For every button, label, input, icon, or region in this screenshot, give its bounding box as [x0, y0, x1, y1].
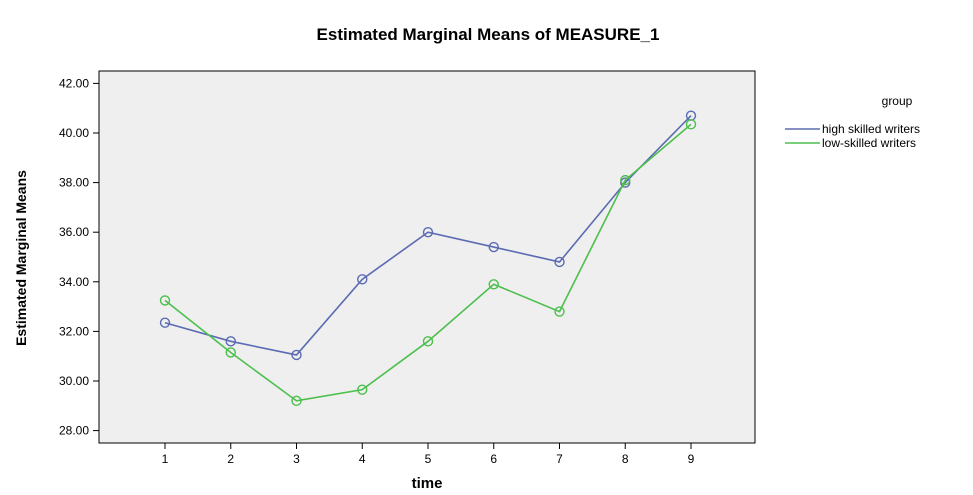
legend-title: group	[882, 94, 913, 108]
data-point	[554, 306, 565, 317]
y-axis-label: Estimated Marginal Means	[13, 170, 29, 346]
plot-area	[98, 70, 756, 444]
y-tick-label: 38.00	[59, 176, 89, 190]
data-point	[291, 395, 302, 407]
data-point	[422, 226, 434, 238]
x-tick-label: 5	[425, 452, 432, 466]
x-tick-label: 2	[227, 452, 234, 466]
series-line	[164, 115, 692, 356]
data-point	[488, 279, 499, 290]
y-tick-label: 42.00	[59, 76, 89, 90]
data-point	[225, 347, 236, 358]
x-tick-label: 3	[293, 452, 300, 466]
data-point	[357, 384, 368, 395]
data-point	[225, 336, 236, 347]
y-tick-label: 36.00	[59, 225, 89, 239]
series-low-skilled-writers	[159, 119, 697, 407]
series-layer	[159, 110, 697, 407]
data-point	[620, 174, 631, 186]
chart-title: Estimated Marginal Means of MEASURE_1	[317, 25, 660, 44]
data-point	[422, 336, 434, 347]
data-point	[159, 295, 171, 306]
legend-label: high skilled writers	[822, 122, 920, 136]
series-line	[164, 123, 692, 402]
y-tick-label: 30.00	[59, 374, 89, 388]
data-point	[488, 241, 499, 253]
data-point	[357, 274, 368, 285]
y-tick-label: 40.00	[59, 126, 89, 140]
x-tick-label: 6	[490, 452, 497, 466]
x-tick-label: 1	[162, 452, 169, 466]
x-tick-label: 8	[622, 452, 629, 466]
data-point	[554, 256, 565, 268]
y-tick-label: 34.00	[59, 275, 89, 289]
x-tick-label: 4	[359, 452, 366, 466]
data-point	[685, 119, 697, 130]
y-tick-label: 32.00	[59, 324, 89, 338]
x-tick-label: 9	[688, 452, 695, 466]
x-axis: 1 2 3 4 5 6 7 8 9	[162, 443, 695, 466]
series-high-skilled-writers	[159, 110, 697, 361]
y-axis: 28.00 30.00 32.00 34.00 36.00 38.00 40.00 42.00	[59, 76, 99, 438]
data-point	[159, 317, 171, 328]
x-tick-label: 7	[556, 452, 563, 466]
x-axis-label: time	[412, 475, 443, 492]
y-tick-label: 28.00	[59, 424, 89, 438]
legend-label: low-skilled writers	[822, 136, 916, 150]
data-point	[291, 349, 302, 361]
